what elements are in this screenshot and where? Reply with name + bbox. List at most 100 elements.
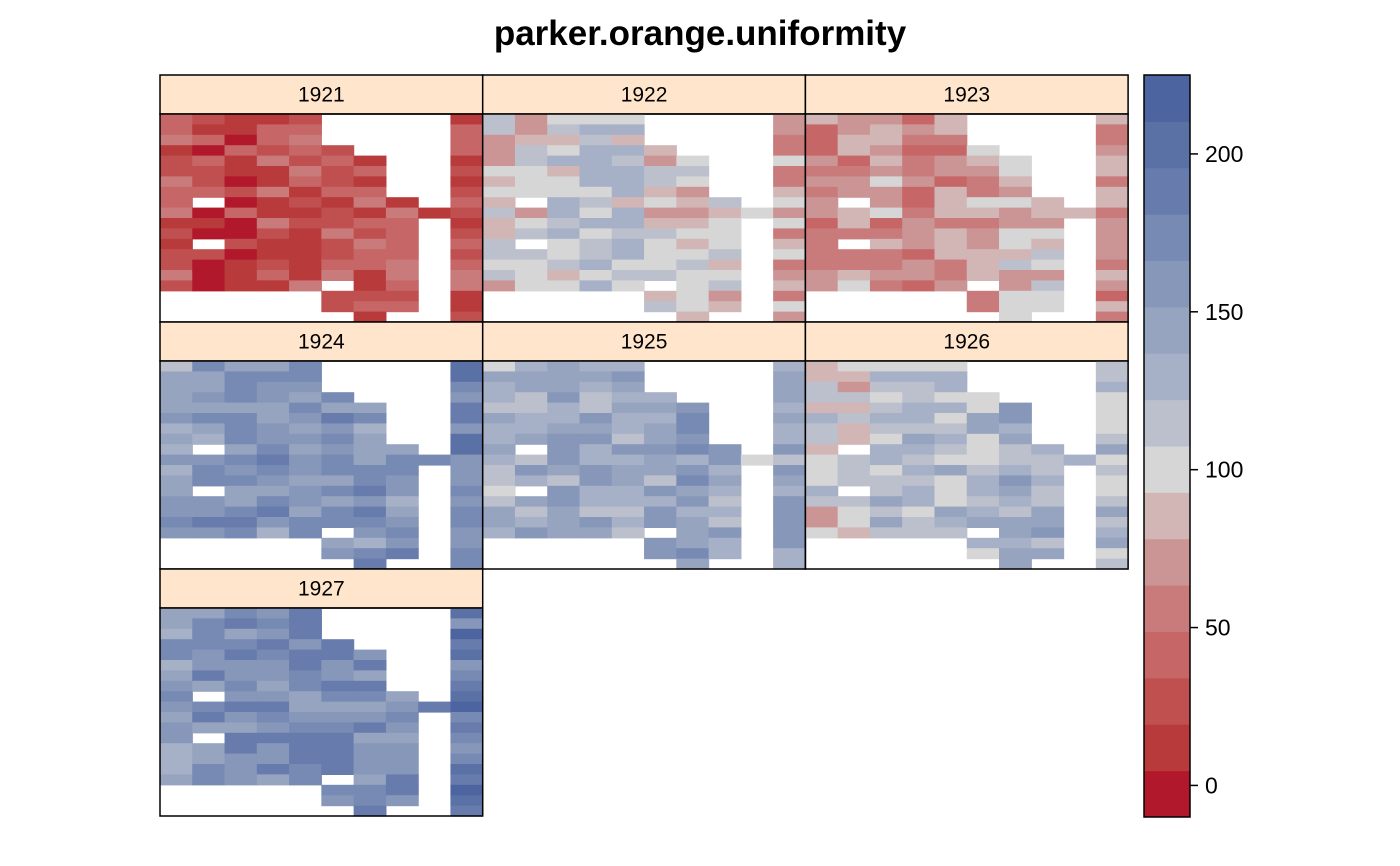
cell (999, 218, 1032, 229)
cell (321, 444, 355, 456)
cell (547, 145, 581, 157)
cell (676, 423, 710, 435)
cell (224, 402, 258, 414)
cell (999, 301, 1032, 313)
cell (482, 381, 516, 393)
cell (611, 259, 645, 271)
cell (644, 485, 677, 497)
cell (321, 155, 355, 167)
cell (289, 732, 322, 744)
cell (482, 176, 516, 188)
cell (934, 371, 968, 383)
cell (160, 628, 193, 640)
cell (708, 517, 742, 528)
cell (482, 402, 516, 414)
cell (192, 618, 226, 630)
cell (256, 207, 290, 219)
cell (1095, 361, 1129, 372)
colorkey-band (1144, 121, 1190, 169)
cell (192, 166, 226, 177)
cell (160, 423, 193, 435)
cell (773, 361, 806, 372)
cell (224, 454, 258, 466)
cell (579, 381, 613, 393)
cell (902, 218, 936, 229)
cell (450, 548, 484, 560)
cell (514, 465, 548, 476)
cell (224, 381, 258, 393)
cell (450, 680, 484, 692)
cell (999, 506, 1032, 518)
cell (966, 475, 1000, 487)
cell (934, 155, 968, 167)
cell (644, 301, 677, 313)
cell (321, 392, 355, 404)
cell (256, 444, 290, 456)
colorkey-band (1144, 724, 1190, 772)
cell (805, 186, 839, 198)
cell (547, 517, 581, 528)
cell (514, 433, 548, 445)
cell (934, 280, 968, 292)
cell (999, 454, 1032, 466)
cell (934, 413, 968, 424)
cell (385, 527, 419, 539)
cell (644, 218, 677, 229)
cell (579, 145, 613, 157)
colorkey-tick-label: 0 (1205, 772, 1218, 798)
cell (805, 155, 839, 167)
cell (353, 249, 387, 261)
cell (869, 423, 903, 435)
cell (160, 454, 193, 466)
cell (353, 433, 387, 445)
cell (256, 145, 290, 157)
cell (160, 280, 193, 292)
cell (160, 134, 193, 146)
cell (837, 361, 871, 372)
cell (450, 186, 484, 198)
cell (385, 238, 419, 250)
cell (547, 454, 581, 466)
cell (321, 691, 355, 703)
cell (773, 537, 806, 549)
cell (902, 145, 936, 157)
cell (224, 270, 258, 281)
cell (1031, 238, 1065, 250)
cell (160, 114, 193, 125)
strip-label-1921: 1921 (298, 84, 345, 107)
cell (1095, 311, 1129, 323)
chart-title: parker.orange.uniformity (494, 14, 907, 53)
cell (385, 517, 419, 528)
cell (289, 371, 322, 383)
cell (773, 186, 806, 198)
cell (353, 423, 387, 435)
cell (805, 238, 839, 250)
cell (676, 290, 710, 302)
cell (644, 433, 677, 445)
cell (353, 795, 387, 807)
cell (450, 475, 484, 487)
cell (160, 712, 193, 723)
panel-frame-1927 (159, 607, 484, 817)
cell (160, 186, 193, 198)
cell (482, 527, 516, 539)
cell (353, 496, 387, 508)
cell (321, 413, 355, 424)
cell (805, 207, 839, 219)
cell (353, 218, 387, 229)
cell (579, 134, 613, 146)
cells-1927 (160, 608, 484, 817)
cell (192, 465, 226, 476)
cell (385, 784, 419, 796)
cell (289, 608, 322, 619)
cell (321, 548, 355, 560)
cell (321, 259, 355, 271)
cell (676, 517, 710, 528)
cell (644, 465, 677, 476)
cell (644, 270, 677, 281)
cell (611, 506, 645, 518)
cell (192, 186, 226, 198)
cell (902, 124, 936, 136)
cell (256, 166, 290, 177)
cell (450, 433, 484, 445)
